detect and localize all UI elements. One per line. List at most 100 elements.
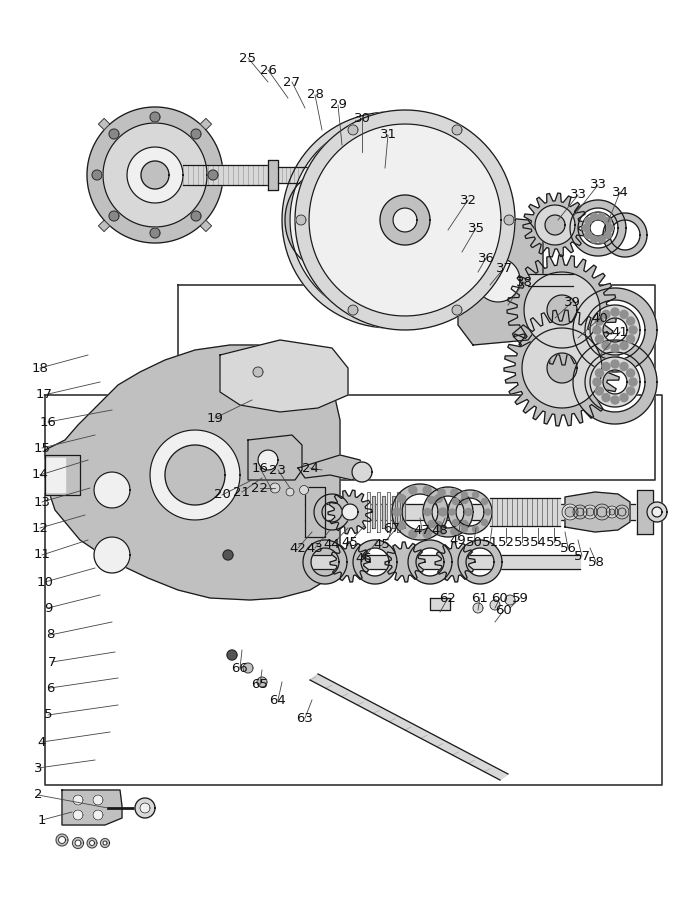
- Polygon shape: [453, 498, 458, 505]
- Polygon shape: [248, 435, 302, 480]
- Text: 4: 4: [38, 735, 46, 749]
- Text: 29: 29: [330, 99, 346, 111]
- Polygon shape: [150, 430, 240, 520]
- Polygon shape: [453, 520, 458, 525]
- Polygon shape: [582, 224, 589, 232]
- Polygon shape: [602, 393, 610, 401]
- Text: 58: 58: [588, 556, 604, 568]
- Polygon shape: [348, 305, 358, 315]
- Text: 10: 10: [37, 576, 53, 588]
- Polygon shape: [585, 232, 592, 239]
- Polygon shape: [352, 462, 372, 482]
- Polygon shape: [330, 542, 370, 582]
- Polygon shape: [562, 504, 578, 520]
- Polygon shape: [591, 236, 598, 243]
- Polygon shape: [150, 112, 160, 122]
- Polygon shape: [473, 526, 479, 533]
- Text: 66: 66: [232, 662, 248, 674]
- Polygon shape: [62, 790, 122, 825]
- Polygon shape: [150, 228, 160, 238]
- Text: 34: 34: [611, 186, 629, 198]
- Polygon shape: [523, 193, 587, 257]
- Polygon shape: [392, 484, 448, 540]
- Polygon shape: [385, 542, 425, 582]
- Text: 41: 41: [611, 325, 629, 339]
- Polygon shape: [402, 496, 404, 528]
- Text: 67: 67: [384, 522, 400, 534]
- Polygon shape: [482, 520, 488, 525]
- Text: 39: 39: [564, 295, 580, 309]
- Polygon shape: [314, 494, 350, 530]
- Text: 44: 44: [324, 539, 340, 551]
- Polygon shape: [377, 492, 380, 532]
- Text: 20: 20: [214, 489, 230, 501]
- Text: 6: 6: [46, 682, 55, 694]
- Polygon shape: [593, 326, 601, 334]
- Polygon shape: [87, 838, 97, 848]
- Polygon shape: [620, 363, 628, 370]
- Text: 33: 33: [569, 189, 586, 201]
- Polygon shape: [595, 335, 604, 343]
- Text: 52: 52: [497, 535, 515, 549]
- Polygon shape: [439, 508, 447, 516]
- Polygon shape: [127, 147, 183, 203]
- Polygon shape: [298, 178, 382, 262]
- Polygon shape: [629, 326, 637, 334]
- Polygon shape: [141, 161, 169, 189]
- Polygon shape: [328, 490, 372, 534]
- Text: 36: 36: [477, 251, 495, 265]
- Text: 51: 51: [482, 535, 498, 549]
- Text: 25: 25: [239, 51, 257, 65]
- Polygon shape: [309, 124, 501, 316]
- Polygon shape: [295, 110, 515, 330]
- Polygon shape: [299, 486, 308, 495]
- Polygon shape: [507, 255, 617, 365]
- Polygon shape: [92, 170, 102, 180]
- Polygon shape: [99, 220, 110, 232]
- Text: 23: 23: [270, 463, 286, 477]
- Polygon shape: [397, 492, 400, 532]
- Polygon shape: [45, 458, 65, 492]
- Polygon shape: [56, 834, 68, 846]
- Text: 38: 38: [515, 276, 533, 288]
- Polygon shape: [183, 165, 273, 185]
- Polygon shape: [109, 129, 119, 139]
- Polygon shape: [371, 496, 375, 528]
- Polygon shape: [380, 195, 430, 245]
- Polygon shape: [428, 521, 435, 527]
- Polygon shape: [590, 357, 640, 407]
- Polygon shape: [135, 798, 155, 818]
- Polygon shape: [140, 803, 150, 813]
- Polygon shape: [101, 839, 110, 848]
- Text: 65: 65: [252, 679, 268, 691]
- Text: 43: 43: [306, 541, 324, 554]
- Polygon shape: [594, 504, 610, 520]
- Text: 16: 16: [39, 416, 57, 428]
- Polygon shape: [611, 308, 619, 316]
- Polygon shape: [652, 507, 662, 517]
- Polygon shape: [258, 450, 278, 470]
- Text: 7: 7: [48, 656, 57, 668]
- Polygon shape: [305, 487, 325, 537]
- Polygon shape: [409, 530, 417, 538]
- Polygon shape: [482, 498, 488, 505]
- Polygon shape: [393, 208, 417, 232]
- Polygon shape: [585, 217, 592, 224]
- Polygon shape: [393, 508, 401, 516]
- Polygon shape: [627, 369, 635, 377]
- Text: 24: 24: [302, 462, 319, 474]
- Polygon shape: [397, 522, 406, 530]
- Polygon shape: [99, 119, 110, 129]
- Text: 53: 53: [513, 535, 531, 549]
- Polygon shape: [595, 387, 604, 395]
- Polygon shape: [535, 205, 575, 245]
- Polygon shape: [223, 550, 233, 560]
- Polygon shape: [435, 542, 475, 582]
- Polygon shape: [87, 107, 223, 243]
- Polygon shape: [103, 123, 207, 227]
- Polygon shape: [615, 505, 629, 519]
- Polygon shape: [582, 212, 614, 244]
- Text: 31: 31: [380, 128, 397, 142]
- Text: 55: 55: [546, 535, 562, 549]
- Polygon shape: [473, 603, 483, 613]
